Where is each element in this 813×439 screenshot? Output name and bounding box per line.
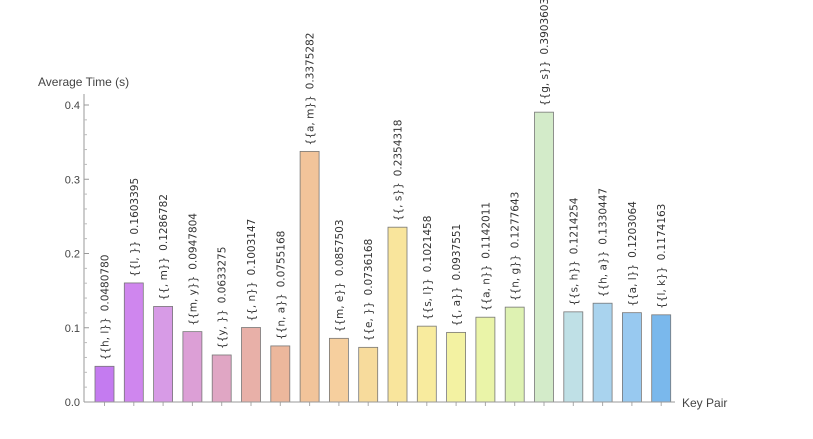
y-ticks: 0.0 0.1 0.2 0.3 0.4	[65, 100, 89, 409]
bar	[241, 327, 261, 403]
bar-category-label: {{e, }}	[363, 301, 375, 341]
bar-data-label: {{, s}} 0.2354318	[393, 120, 405, 222]
bar-data-label: {{n, g}} 0.1277643	[510, 192, 522, 302]
y-tick-label: 0.1	[65, 323, 80, 335]
bar-category-label: {{, m}}	[158, 257, 170, 301]
bar-category-label: {{h, l}}	[100, 317, 112, 360]
bar	[504, 306, 525, 403]
bar-data-label: {{n, a}} 0.0755168	[275, 231, 287, 340]
bar-category-label: {{m, y}}	[187, 276, 199, 326]
bar-value-label: 0.0633275	[217, 247, 229, 304]
bar-data-label: {{l, }} 0.1603395	[129, 178, 141, 277]
bar-data-label: {{, n}} 0.1003147	[246, 219, 258, 322]
bar	[475, 316, 496, 403]
bar-data-label: {{s, l}} 0.1021458	[422, 216, 434, 321]
bar-category-label: {{a, m}}	[305, 95, 317, 145]
bar	[299, 150, 320, 403]
bar-value-label: 0.1286782	[158, 194, 170, 251]
bar-value-label: 0.1142011	[480, 202, 492, 259]
bars-layer	[94, 111, 672, 406]
bar-value-label: 0.0736168	[363, 239, 375, 296]
bar-data-label: {{l, k}} 0.1174163	[656, 204, 668, 309]
bar	[387, 226, 408, 403]
bar	[153, 306, 174, 403]
bar-value-label: 0.1203064	[627, 201, 639, 258]
bar	[563, 311, 584, 403]
axes-layer: 0.0 0.1 0.2 0.3 0.4 Average Time (s) Key Pai…	[38, 75, 727, 410]
bar-value-label: 0.2354318	[393, 120, 405, 177]
bar-category-label: {{n, g}}	[510, 254, 522, 301]
bar-data-label: {{m, y}} 0.0947804	[187, 213, 199, 326]
bar-data-label: {{y, }} 0.0633275	[217, 247, 229, 349]
bar-value-label: 0.3375282	[305, 33, 317, 90]
bar-category-label: {{, n}}	[246, 281, 258, 321]
bar-data-label: {{a, n}} 0.1142011	[480, 202, 492, 311]
bar	[123, 282, 144, 403]
bar-value-label: 0.1021458	[422, 216, 434, 273]
bar-value-label: 0.0947804	[187, 213, 199, 270]
y-tick-label: 0.4	[65, 100, 80, 112]
bar	[416, 325, 437, 403]
bar	[446, 331, 467, 403]
bar-value-label: 0.0480780	[100, 255, 112, 312]
bar-data-label: {{a, l}} 0.1203064	[627, 201, 639, 307]
bar-category-label: {{s, l}}	[422, 278, 434, 320]
bar	[358, 346, 379, 403]
y-tick-label: 0.0	[65, 397, 80, 409]
bar-value-label: 0.1603395	[129, 178, 141, 235]
bar-value-label: 0.1277643	[510, 192, 522, 249]
bar-category-label: {{a, n}}	[480, 265, 492, 312]
bar-value-label: 0.1214254	[568, 197, 580, 254]
bar-category-label: {{s, h}}	[568, 260, 580, 306]
y-tick-label: 0.3	[65, 174, 80, 186]
bar-value-label: 0.3903603	[539, 0, 551, 55]
bar-category-label: {{, a}}	[451, 287, 463, 327]
bar-category-label: {{a, l}}	[627, 264, 639, 307]
bar-category-label: {{g, s}}	[539, 61, 551, 107]
bar	[622, 312, 642, 403]
bar	[270, 345, 291, 403]
bar-value-label: 0.1003147	[246, 219, 258, 276]
bar-value-label: 0.1174163	[656, 204, 668, 261]
bar-category-label: {{n, a}}	[275, 293, 287, 340]
bar-value-label: 0.0857503	[334, 219, 346, 276]
bar-data-label: {{a, m}} 0.3375282	[305, 33, 317, 146]
bar-category-label: {{l, }}	[129, 241, 141, 277]
x-axis-title: Key Pair	[682, 396, 727, 410]
bar-data-label: {{, a}} 0.0937551	[451, 224, 463, 327]
bar-data-label: {{g, s}} 0.3903603	[539, 0, 551, 106]
bar-category-label: {{y, }}	[217, 309, 229, 349]
bar-labels-layer: {{h, l}} 0.0480780 {{l, }} 0.1603395 {{, m}}…	[100, 0, 669, 360]
bar	[211, 354, 232, 403]
bar-category-label: {{l, k}}	[656, 266, 668, 308]
bar	[534, 111, 554, 403]
bar-data-label: {{m, e}} 0.0857503	[334, 219, 346, 332]
bar-category-label: {{, s}}	[393, 182, 405, 221]
bar-category-label: {{h, a}}	[598, 251, 610, 298]
bar-value-label: 0.0937551	[451, 224, 463, 281]
bar-data-label: {{h, a}} 0.1330447	[598, 188, 610, 297]
y-tick-label: 0.2	[65, 249, 80, 261]
bar	[651, 314, 672, 403]
bar-data-label: {{, m}} 0.1286782	[158, 194, 170, 300]
bar-value-label: 0.0755168	[275, 231, 287, 288]
bar-data-label: {{h, l}} 0.0480780	[100, 255, 112, 361]
bar	[592, 302, 613, 403]
bar	[182, 331, 203, 403]
bar	[94, 365, 115, 403]
y-axis-title: Average Time (s)	[38, 75, 129, 89]
bar-category-label: {{m, e}}	[334, 282, 346, 332]
bar-data-label: {{e, }} 0.0736168	[363, 239, 375, 342]
bar-value-label: 0.1330447	[598, 188, 610, 245]
bar-data-label: {{s, h}} 0.1214254	[568, 197, 580, 306]
bar	[328, 337, 349, 403]
